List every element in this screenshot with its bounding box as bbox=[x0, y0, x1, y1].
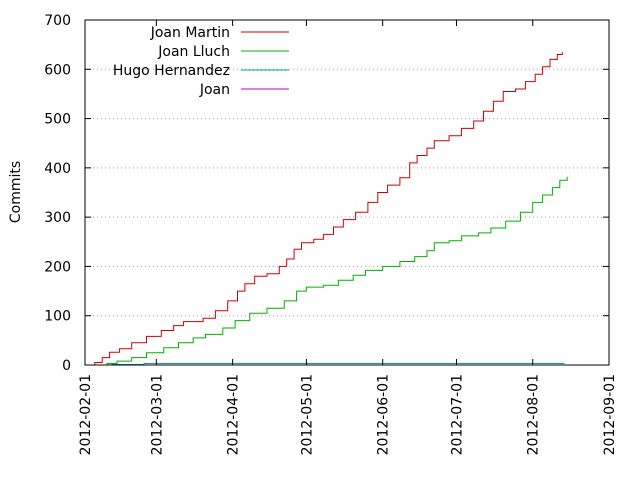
legend-label: Joan Martin bbox=[150, 25, 230, 41]
x-tick-label: 2012-05-01 bbox=[299, 374, 315, 455]
legend-label: Joan Lluch bbox=[157, 44, 230, 60]
x-tick-label: 2012-07-01 bbox=[449, 374, 465, 455]
legend-label: Hugo Hernandez bbox=[113, 63, 230, 79]
y-axis-title: Commits bbox=[8, 161, 24, 223]
x-tick-label: 2012-08-01 bbox=[526, 374, 542, 455]
y-tick-label: 200 bbox=[44, 259, 71, 275]
x-axis: 2012-02-01 2012-03-01 2012-04-01 2012-05-01… bbox=[78, 20, 618, 455]
y-axis: 0 100 200 300 400 500 600 700 bbox=[44, 13, 609, 374]
plot-frame bbox=[84, 19, 610, 366]
grid-lines bbox=[85, 68, 609, 317]
y-tick-label: 600 bbox=[44, 62, 71, 78]
x-tick-label: 2012-04-01 bbox=[226, 374, 242, 455]
legend: Joan Martin Joan Lluch Hugo Hernandez Joan bbox=[113, 25, 289, 98]
y-tick-label: 100 bbox=[44, 309, 71, 325]
series-lines bbox=[85, 52, 568, 366]
y-tick-label: 400 bbox=[44, 161, 71, 177]
y-tick-label: 300 bbox=[44, 210, 71, 226]
y-tick-label: 0 bbox=[62, 358, 71, 374]
legend-label: Joan bbox=[199, 82, 230, 98]
y-tick-label: 500 bbox=[44, 112, 71, 128]
x-tick-label: 2012-06-01 bbox=[376, 374, 392, 455]
series-line-1 bbox=[85, 176, 568, 366]
series-line-0 bbox=[85, 52, 563, 366]
x-tick-label: 2012-09-01 bbox=[602, 374, 618, 455]
x-tick-label: 2012-02-01 bbox=[78, 374, 94, 455]
x-tick-label: 2012-03-01 bbox=[149, 374, 165, 455]
y-tick-label: 700 bbox=[44, 13, 71, 29]
